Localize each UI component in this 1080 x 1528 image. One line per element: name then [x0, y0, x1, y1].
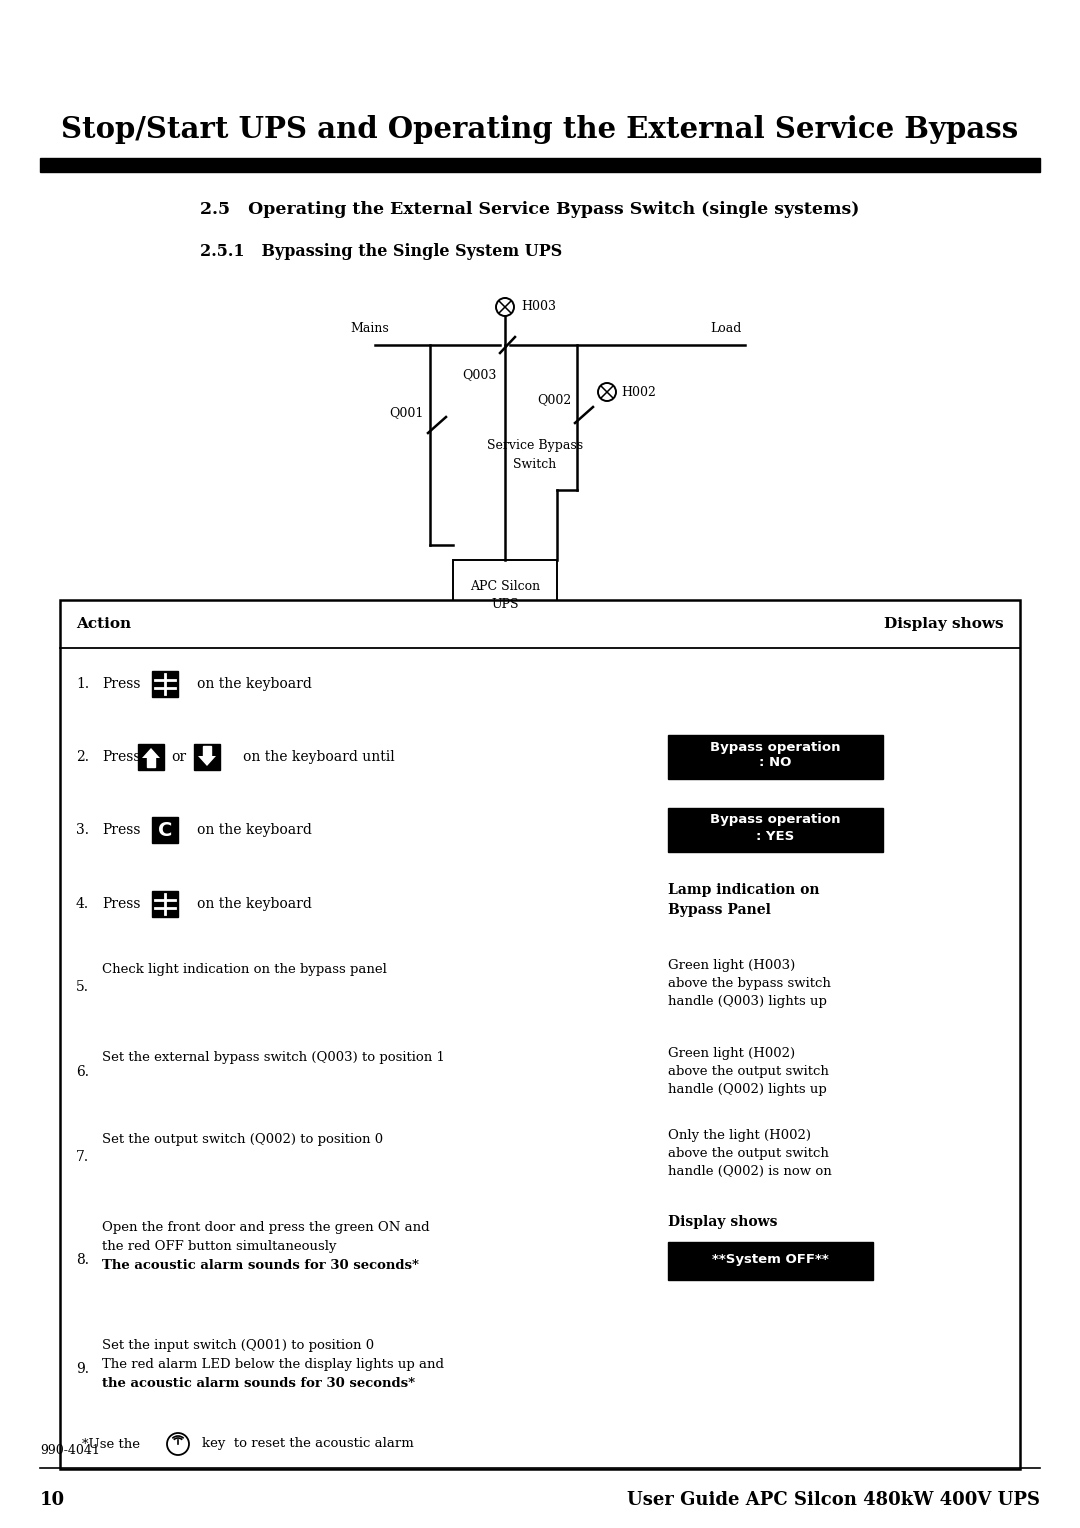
Text: Set the input switch (Q001) to position 0: Set the input switch (Q001) to position …	[102, 1339, 374, 1352]
Text: C: C	[158, 821, 172, 839]
Text: 8.: 8.	[76, 1253, 89, 1267]
Text: handle (Q002) lights up: handle (Q002) lights up	[669, 1083, 827, 1096]
Bar	[152, 891, 178, 917]
Text: Q002: Q002	[537, 394, 571, 406]
Text: 10: 10	[40, 1491, 65, 1510]
Bar	[152, 817, 178, 843]
Bar	[453, 559, 557, 636]
Text: 2.5.1   Bypassing the Single System UPS: 2.5.1 Bypassing the Single System UPS	[200, 243, 563, 260]
Text: User Guide APC Silcon 480kW 400V UPS: User Guide APC Silcon 480kW 400V UPS	[627, 1491, 1040, 1510]
Text: **System OFF**: **System OFF**	[712, 1253, 828, 1265]
Bar	[203, 746, 211, 756]
Text: Press: Press	[102, 750, 140, 764]
Bar	[147, 756, 156, 767]
Text: Action: Action	[76, 617, 131, 631]
Text: Q003: Q003	[462, 368, 497, 382]
Text: above the output switch: above the output switch	[669, 1065, 828, 1077]
Text: Open the front door and press the green ON and: Open the front door and press the green …	[102, 1221, 430, 1235]
Polygon shape	[141, 749, 160, 758]
Text: Service Bypass
Switch: Service Bypass Switch	[487, 440, 583, 471]
Text: Load: Load	[710, 322, 741, 336]
Polygon shape	[198, 756, 216, 766]
Text: 6.: 6.	[76, 1065, 89, 1079]
Text: Only the light (H002): Only the light (H002)	[669, 1129, 811, 1141]
Text: the red OFF button simultaneously: the red OFF button simultaneously	[102, 1241, 337, 1253]
Bar	[194, 744, 220, 770]
Text: on the keyboard: on the keyboard	[197, 897, 312, 911]
Text: H003: H003	[521, 301, 556, 313]
Text: Bypass operation
: NO: Bypass operation : NO	[710, 741, 840, 770]
Text: 2.5   Operating the External Service Bypass Switch (single systems): 2.5 Operating the External Service Bypas…	[200, 202, 860, 219]
Text: Green light (H003): Green light (H003)	[669, 960, 795, 972]
Text: Green light (H002): Green light (H002)	[669, 1047, 795, 1060]
Circle shape	[496, 298, 514, 316]
Text: Set the output switch (Q002) to position 0: Set the output switch (Q002) to position…	[102, 1132, 383, 1146]
Bar	[669, 808, 883, 853]
Text: 990-4041: 990-4041	[40, 1444, 99, 1456]
Text: H002: H002	[621, 385, 656, 399]
Text: or: or	[172, 750, 187, 764]
Bar	[669, 735, 883, 779]
Text: Press: Press	[102, 677, 140, 691]
Text: 1.: 1.	[76, 677, 90, 691]
Text: on the keyboard until: on the keyboard until	[243, 750, 395, 764]
Text: 9.: 9.	[76, 1361, 89, 1377]
Text: handle (Q003) lights up: handle (Q003) lights up	[669, 995, 827, 1008]
Bar	[669, 1242, 873, 1280]
Text: above the bypass switch: above the bypass switch	[669, 976, 831, 990]
Text: on the keyboard: on the keyboard	[197, 824, 312, 837]
Text: Stop/Start UPS and Operating the External Service Bypass: Stop/Start UPS and Operating the Externa…	[62, 116, 1018, 145]
Text: Display shows: Display shows	[885, 617, 1004, 631]
Text: above the output switch: above the output switch	[669, 1148, 828, 1160]
Text: Bypass operation
: YES: Bypass operation : YES	[710, 813, 840, 842]
Text: Press: Press	[102, 824, 140, 837]
Text: The red alarm LED below the display lights up and: The red alarm LED below the display ligh…	[102, 1358, 444, 1371]
Text: handle (Q002) is now on: handle (Q002) is now on	[669, 1164, 832, 1178]
Bar	[138, 744, 164, 770]
Text: 7.: 7.	[76, 1151, 90, 1164]
Bar	[40, 157, 1040, 173]
Text: Bypass Panel: Bypass Panel	[669, 903, 771, 917]
Text: 2.: 2.	[76, 750, 89, 764]
Text: the acoustic alarm sounds for 30 seconds*: the acoustic alarm sounds for 30 seconds…	[102, 1377, 415, 1390]
Text: Lamp indication on: Lamp indication on	[669, 883, 820, 897]
Text: 5.: 5.	[76, 979, 89, 995]
Text: Set the external bypass switch (Q003) to position 1: Set the external bypass switch (Q003) to…	[102, 1051, 445, 1063]
Text: *Use the: *Use the	[82, 1438, 140, 1450]
Text: Mains: Mains	[350, 322, 389, 336]
Circle shape	[167, 1433, 189, 1455]
Text: APC Silcon
UPS: APC Silcon UPS	[470, 581, 540, 611]
Text: Check light indication on the bypass panel: Check light indication on the bypass pan…	[102, 963, 387, 976]
Text: on the keyboard: on the keyboard	[197, 677, 312, 691]
Text: Q001: Q001	[390, 406, 424, 420]
Text: Display shows: Display shows	[669, 1215, 778, 1229]
Bar	[152, 671, 178, 697]
Text: key  to reset the acoustic alarm: key to reset the acoustic alarm	[202, 1438, 414, 1450]
Text: The acoustic alarm sounds for 30 seconds*: The acoustic alarm sounds for 30 seconds…	[102, 1259, 419, 1271]
Text: 4.: 4.	[76, 897, 90, 911]
Text: Press: Press	[102, 897, 140, 911]
Circle shape	[598, 384, 616, 400]
Text: 3.: 3.	[76, 824, 89, 837]
Bar	[60, 601, 1020, 1468]
